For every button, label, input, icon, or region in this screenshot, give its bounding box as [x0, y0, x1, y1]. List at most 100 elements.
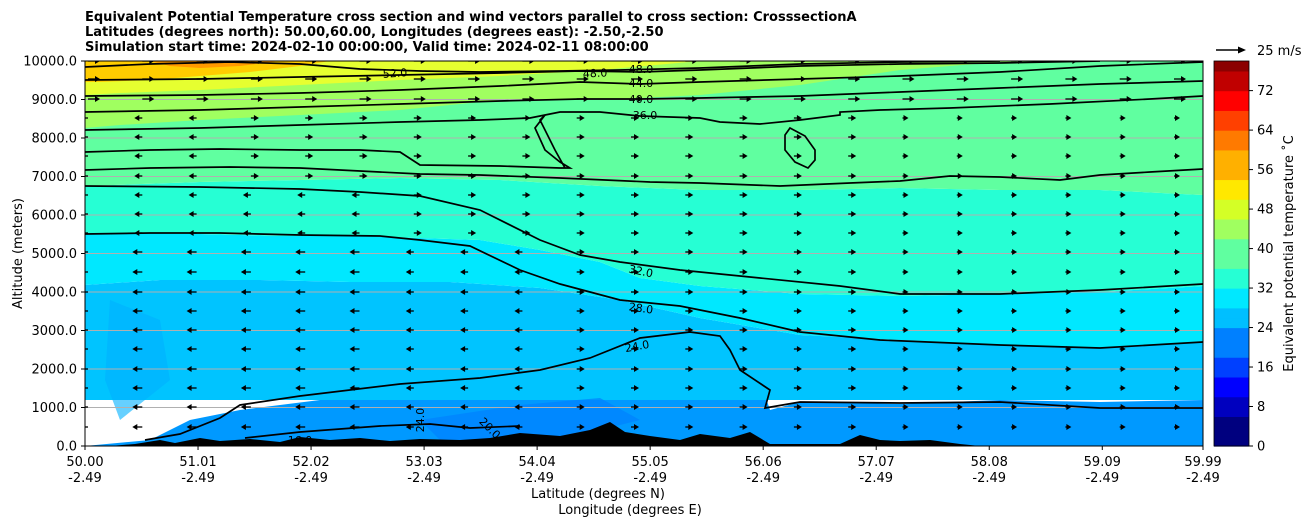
wind-arrow-head — [366, 76, 372, 82]
wind-arrow-head — [471, 230, 477, 236]
wind-arrow-head — [78, 249, 83, 255]
wind-arrow-head — [1066, 366, 1072, 372]
wind-arrow-head — [1120, 346, 1126, 352]
wind-arrow-head — [80, 153, 85, 159]
wind-arrow-head — [583, 76, 589, 82]
wind-arrow-head — [416, 230, 422, 236]
wind-arrow-head — [579, 424, 585, 430]
wind-arrow-head — [132, 404, 138, 410]
colorbar-segment — [1214, 386, 1249, 398]
wind-arrow-head — [295, 366, 301, 372]
wind-arrow-head — [132, 308, 138, 314]
wind-arrow-head — [851, 366, 857, 372]
wind-arrow-head — [688, 308, 694, 314]
wind-arrow-head — [297, 192, 303, 198]
wind-arrow-head — [1175, 385, 1180, 391]
wind-arrow-head — [525, 211, 531, 217]
wind-arrow-head — [1126, 96, 1132, 102]
wind-arrow-head — [349, 404, 355, 410]
wind-arrow-head — [349, 249, 355, 255]
wind-arrow-head — [634, 269, 639, 275]
wind-arrow-head — [742, 404, 748, 410]
wind-arrow-head — [514, 269, 520, 275]
wind-arrow-head — [688, 269, 694, 275]
wind-arrow-head — [796, 404, 802, 410]
colorbar-segment — [1214, 159, 1249, 171]
colorbar-tick-label: 40 — [1257, 242, 1274, 257]
colorbar-segment — [1214, 169, 1249, 181]
wind-arrow-head — [796, 153, 802, 159]
theta-band — [85, 280, 1203, 400]
wind-arrow-head — [634, 327, 639, 333]
wind-arrow-head — [529, 96, 535, 102]
wind-arrow-head — [688, 230, 694, 236]
wind-arrow-head — [742, 211, 748, 217]
wind-arrow-head — [242, 192, 248, 198]
wind-arrow-head — [1012, 404, 1018, 410]
wind-arrow-head — [851, 346, 857, 352]
y-tick-label: 8000.0 — [32, 132, 78, 147]
wind-arrow-head — [634, 404, 639, 410]
wind-arrow-head — [460, 366, 466, 372]
wind-arrow-head — [471, 211, 477, 217]
wind-arrow-head — [742, 230, 748, 236]
wind-arrow-head — [349, 308, 355, 314]
wind-arrow-head — [796, 269, 802, 275]
wind-arrow-head — [95, 61, 100, 64]
wind-arrow-head — [1120, 404, 1126, 410]
colorbar-tick-label: 24 — [1257, 321, 1274, 336]
wind-arrow-head — [134, 115, 140, 121]
wind-arrow-head — [957, 153, 963, 159]
colorbar-segment — [1214, 347, 1249, 358]
contour-line — [85, 185, 1203, 295]
wind-arrow-head — [514, 308, 520, 314]
colorbar-segment — [1214, 258, 1249, 269]
wind-arrow-head — [80, 211, 85, 217]
wind-arrow-head — [525, 173, 531, 179]
wind-arrow-head — [405, 289, 411, 295]
colorbar-segment — [1214, 228, 1249, 240]
wind-arrow-head — [903, 153, 909, 159]
wind-arrow-head — [638, 61, 643, 64]
contour-line — [244, 423, 521, 439]
wind-arrow-head — [1018, 96, 1024, 102]
wind-arrow-head — [297, 230, 303, 236]
wind-arrow-head — [851, 230, 857, 236]
wind-arrow-head — [134, 134, 140, 140]
wind-arrow-head — [688, 346, 694, 352]
wind-arrow-head — [796, 173, 802, 179]
wind-arrow-head — [349, 269, 355, 275]
wind-arrow-head — [800, 96, 806, 102]
wind-arrow-head — [186, 385, 192, 391]
wind-arrow-head — [1066, 230, 1072, 236]
wind-arrow-head — [851, 424, 857, 430]
wind-arrow-head — [1175, 308, 1180, 314]
wind-arrow-head — [796, 346, 802, 352]
wind-arrow-head — [253, 115, 259, 121]
wind-arrow-head — [297, 211, 303, 217]
colorbar-tick-label: 0 — [1257, 440, 1265, 455]
colorbar-segment — [1214, 100, 1249, 111]
wind-arrow-head — [312, 61, 318, 64]
wind-arrow-head — [742, 327, 748, 333]
colorbar-segment — [1214, 376, 1249, 388]
y-tick-label: 6000.0 — [32, 209, 78, 224]
wind-arrow-head — [80, 115, 85, 121]
wind-arrow-head — [186, 308, 192, 314]
wind-arrow-head — [957, 424, 963, 430]
y-tick-label: 4000.0 — [32, 286, 78, 301]
wind-arrow-head — [295, 385, 301, 391]
colorbar-segment — [1214, 288, 1249, 299]
wind-arrow-head — [851, 192, 857, 198]
wind-arrow-head — [405, 327, 411, 333]
wind-arrow-head — [257, 76, 263, 82]
wind-arrow-head — [95, 96, 100, 102]
theta-band — [105, 300, 170, 420]
wind-arrow-head — [1012, 211, 1018, 217]
wind-arrow-head — [405, 346, 411, 352]
wind-arrow-head — [1175, 289, 1180, 295]
wind-arrow-head — [240, 308, 246, 314]
wind-arrow-head — [366, 61, 372, 64]
wind-arrow-head — [525, 230, 531, 236]
wind-arrow-head — [688, 327, 694, 333]
